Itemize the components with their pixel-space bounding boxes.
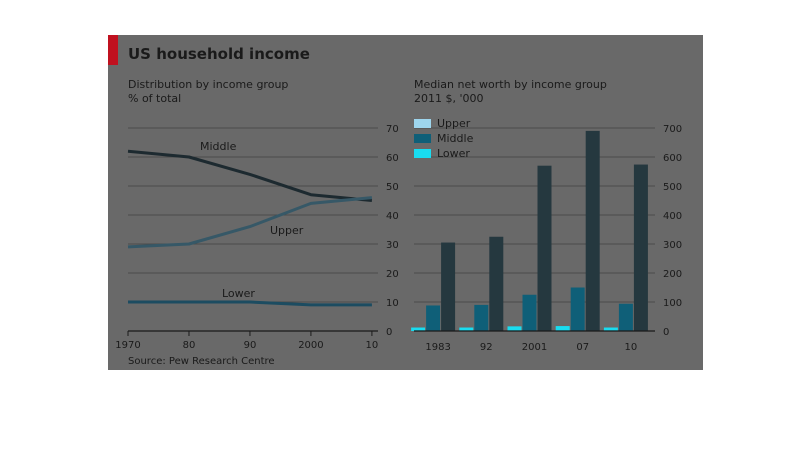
bar-lower	[411, 327, 426, 331]
legend-item-upper: Upper	[414, 116, 473, 131]
bar-middle	[618, 303, 633, 331]
bar-y-tick-label: 500	[663, 182, 682, 193]
right-chart-subtitle: 2011 $, '000	[414, 92, 484, 105]
bar-lower	[555, 326, 570, 331]
bar-middle	[522, 294, 537, 331]
bar-y-tick-label: 200	[663, 269, 682, 280]
bar-y-tick-label: 600	[663, 153, 682, 164]
line-x-tick-label: 10	[366, 340, 379, 351]
bar-chart-legend: Upper Middle Lower	[414, 116, 473, 161]
left-chart-subtitle: % of total	[128, 92, 182, 105]
bar-lower	[459, 327, 474, 331]
bar-middle	[474, 304, 489, 331]
series-label-lower: Lower	[222, 287, 255, 300]
line-x-tick-label: 2000	[298, 340, 323, 351]
line-y-tick-label: 40	[386, 211, 399, 222]
line-y-tick-label: 60	[386, 153, 399, 164]
line-y-tick-label: 0	[386, 327, 392, 338]
legend-label-lower: Lower	[437, 147, 470, 160]
legend-swatch-middle	[414, 134, 431, 143]
legend-label-upper: Upper	[437, 117, 471, 130]
bar-y-tick-label: 700	[663, 124, 682, 135]
legend-label-middle: Middle	[437, 132, 474, 145]
series-line-middle	[127, 149, 373, 202]
bar-upper	[633, 164, 648, 331]
bar-middle	[426, 305, 441, 331]
bar-y-tick-label: 0	[663, 327, 669, 338]
legend-item-middle: Middle	[414, 131, 473, 146]
right-chart-title: Median net worth by income group	[414, 78, 607, 91]
bar-upper	[489, 236, 504, 331]
bar-y-tick-label: 400	[663, 211, 682, 222]
page-title: US household income	[128, 45, 310, 63]
series-line-upper	[127, 196, 373, 249]
bar-x-tick-label: 10	[625, 342, 638, 353]
bar-lower	[507, 326, 522, 331]
legend-swatch-lower	[414, 149, 431, 158]
series-label-middle: Middle	[200, 140, 237, 153]
bar-x-tick-label: 92	[480, 342, 493, 353]
line-x-tick-label: 90	[244, 340, 257, 351]
legend-item-lower: Lower	[414, 146, 473, 161]
bar-x-tick-label: 1983	[425, 342, 450, 353]
bar-upper	[441, 242, 456, 331]
chart-panel	[108, 35, 703, 370]
bar-x-tick-label: 07	[576, 342, 589, 353]
line-y-tick-label: 50	[386, 182, 399, 193]
bar-x-tick-label: 2001	[522, 342, 547, 353]
bar-upper	[537, 165, 552, 331]
line-x-tick-label: 80	[183, 340, 196, 351]
bar-upper	[585, 130, 600, 331]
line-y-tick-label: 70	[386, 124, 399, 135]
bar-y-tick-label: 300	[663, 240, 682, 251]
bar-y-tick-label: 100	[663, 298, 682, 309]
line-y-tick-label: 30	[386, 240, 399, 251]
line-y-tick-label: 10	[386, 298, 399, 309]
title-accent-bar	[108, 35, 118, 65]
legend-swatch-upper	[414, 119, 431, 128]
bar-middle	[570, 287, 585, 331]
line-y-tick-label: 20	[386, 269, 399, 280]
left-chart-title: Distribution by income group	[128, 78, 289, 91]
series-label-upper: Upper	[270, 224, 304, 237]
series-line-lower	[128, 300, 372, 307]
source-note: Source: Pew Research Centre	[128, 356, 275, 367]
bar-lower	[603, 327, 618, 331]
line-x-tick-label: 1970	[115, 340, 140, 351]
